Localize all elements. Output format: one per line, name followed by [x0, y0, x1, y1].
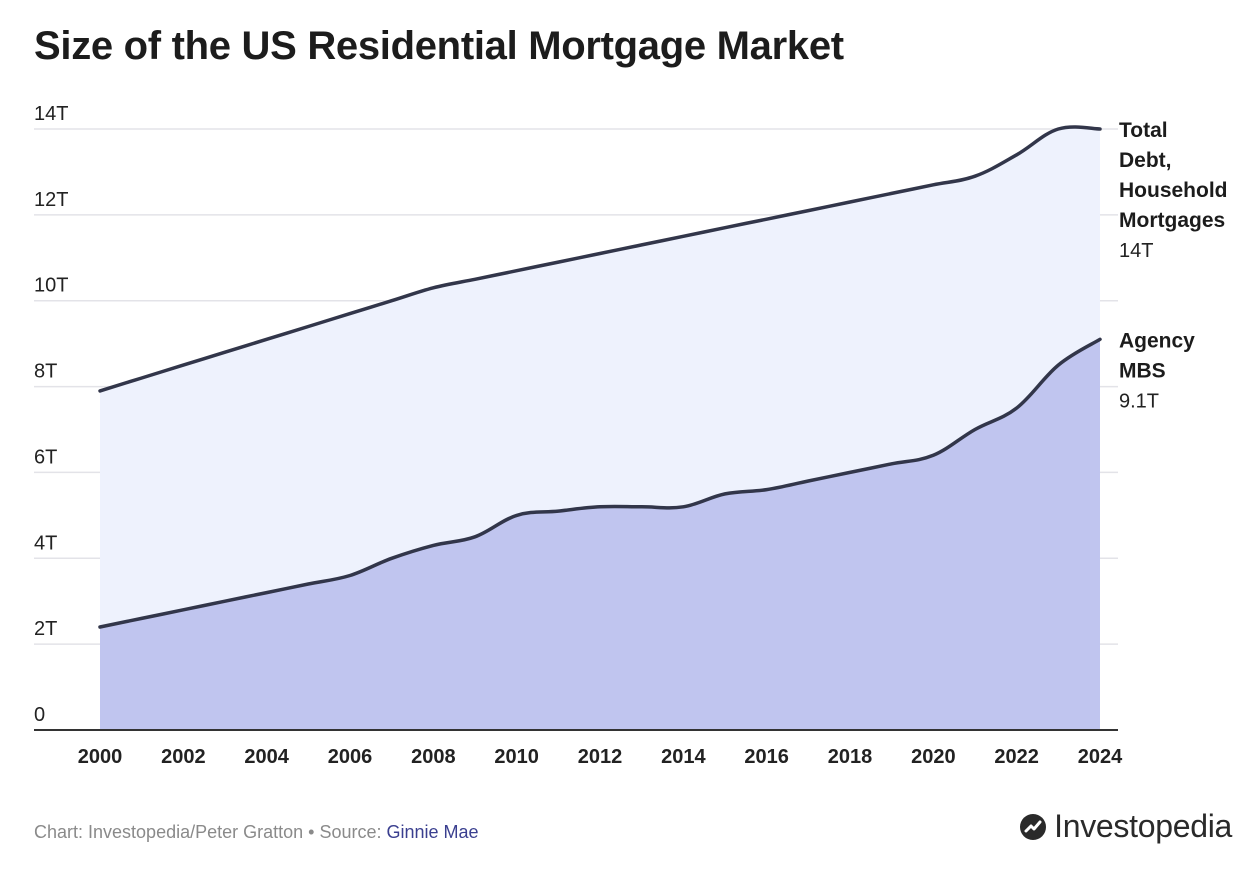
x-tick-label: 2006	[328, 746, 373, 768]
series-label-line: Debt,	[1119, 149, 1172, 172]
series-end-value: 9.1T	[1119, 390, 1159, 412]
axes: 0 2T 4T 6T 8T 10T 12T 14T 2000 2002 2004 2006 2008 20…	[34, 103, 1123, 768]
y-tick-label: 12T	[34, 189, 68, 211]
series-line-0	[98, 125, 1102, 393]
y-tick-label: 0	[34, 704, 45, 726]
x-tick-label: 2014	[661, 746, 706, 768]
x-tick-label: 2016	[744, 746, 789, 768]
y-tick-label: 8T	[34, 361, 57, 383]
series-label-line: Total	[1119, 119, 1168, 142]
y-tick-label: 10T	[34, 275, 68, 297]
series-area-1	[100, 339, 1100, 730]
x-tick-label: 2012	[578, 746, 623, 768]
series-label-line: Mortgages	[1119, 209, 1225, 232]
series-areas	[100, 126, 1100, 730]
y-tick-label: 6T	[34, 446, 57, 468]
x-tick-label: 2010	[494, 746, 539, 768]
chart-credit: Chart: Investopedia/Peter Gratton • Sour…	[34, 822, 479, 843]
brand-name: Investopedia	[1054, 808, 1232, 844]
source-link[interactable]: Ginnie Mae	[386, 822, 479, 842]
chart-title: Size of the US Residential Mortgage Mark…	[34, 24, 844, 68]
x-tick-label: 2002	[161, 746, 206, 768]
x-tick-label: 2024	[1078, 746, 1123, 768]
series-line-1	[98, 337, 1102, 629]
y-tick-label: 2T	[34, 618, 57, 640]
series-labels: Total Debt, Household Mortgages 14T Agency MBS…	[1119, 119, 1228, 412]
x-tick-label: 2004	[244, 746, 289, 768]
y-tick-label: 14T	[34, 103, 68, 125]
x-tick-label: 2020	[911, 746, 956, 768]
x-tick-label: 2000	[78, 746, 123, 768]
credit-text: Chart: Investopedia/Peter Gratton • Sour…	[34, 822, 387, 842]
series-label-line: Household	[1119, 179, 1228, 202]
x-tick-label: 2022	[994, 746, 1039, 768]
x-tick-label: 2008	[411, 746, 456, 768]
series-label-line: Agency	[1119, 329, 1195, 352]
investopedia-logo-icon	[1020, 813, 1047, 840]
series-lines	[98, 125, 1102, 629]
series-label-line: MBS	[1119, 359, 1166, 382]
brand-logo[interactable]: Investopedia	[1018, 808, 1232, 845]
y-tick-label: 4T	[34, 532, 57, 554]
series-end-value: 14T	[1119, 240, 1153, 262]
x-tick-label: 2018	[828, 746, 873, 768]
